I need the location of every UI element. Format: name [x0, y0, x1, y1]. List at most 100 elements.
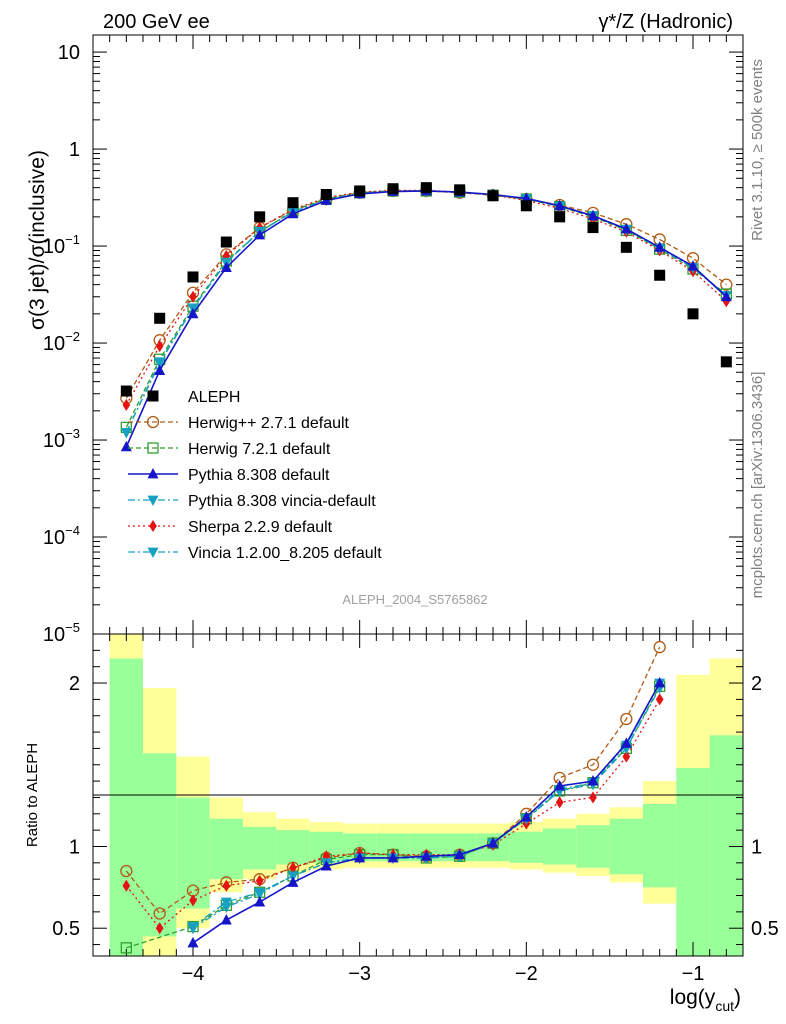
- ratio-point-pythia: [320, 860, 332, 871]
- main-point-pythia: [587, 209, 599, 221]
- uncertainty-band-inner: [643, 803, 677, 888]
- legend-label-data: ALEPH: [188, 389, 240, 406]
- main-point-sherpa: [122, 398, 131, 411]
- main-point-pythia: [554, 199, 566, 211]
- legend-item-data: ALEPH: [147, 389, 240, 406]
- main-y-tick-label: 10−4: [43, 523, 80, 549]
- uncertainty-band-inner: [243, 826, 277, 870]
- ratio-point-vincia: [254, 887, 266, 899]
- main-y-tick-label: 10−5: [43, 620, 80, 646]
- ratio-point-pythia: [420, 850, 432, 861]
- ratio-point-sherpa: [255, 874, 264, 887]
- main-point-pythia: [220, 261, 232, 272]
- legend-item-herwigpp: Herwig++ 2.7.1 default: [128, 415, 350, 432]
- ratio-x-tick-label: −1: [682, 963, 705, 985]
- ratio-point-pythia: [187, 936, 199, 948]
- legend: ALEPH Herwig++ 2.7.1 default Herwig 7.2.1 …: [128, 389, 382, 562]
- main-point-pythia: [254, 228, 266, 240]
- mcplots-source-label: mcplots.cern.ch [arXiv:1306.3436]: [749, 372, 766, 599]
- ratio-point-pythia: [287, 876, 299, 887]
- ratio-point-pythia: [620, 737, 632, 748]
- x-axis-label-close: ): [734, 986, 741, 1009]
- legend-item-pythia: Pythia 8.308 default: [128, 467, 330, 484]
- main-y-tick-label: 10: [58, 42, 80, 64]
- main-point-pythia: [720, 290, 732, 302]
- legend-label-sherpa: Sherpa 2.2.9 default: [188, 519, 333, 536]
- ratio-x-tick-label: −4: [182, 963, 205, 985]
- ratio-point-pythia: [254, 896, 266, 907]
- x-axis-label-main: log(y: [670, 986, 716, 1009]
- ratio-point-sherpa: [655, 693, 664, 706]
- uncertainty-band-inner: [509, 831, 543, 863]
- ratio-point-herwig7: [120, 942, 132, 954]
- ratio-point-sherpa: [289, 861, 297, 874]
- main-point-data: [320, 189, 332, 201]
- uncertainty-band-inner: [609, 818, 643, 875]
- legend-marker-data: [147, 390, 159, 402]
- main-axis-ticks: 10−5 10−4 10−3 10−2 10−1 1 10: [43, 35, 744, 646]
- x-axis-label-subscript: cut: [715, 998, 734, 1014]
- legend-marker-pythia_vincia: [147, 495, 159, 507]
- main-point-data: [720, 356, 732, 368]
- main-point-sherpa: [155, 340, 164, 353]
- legend-item-herwig7: Herwig 7.2.1 default: [128, 441, 331, 458]
- legend-marker-vincia: [147, 547, 159, 559]
- process-label: γ*/Z (Hadronic): [599, 11, 733, 33]
- main-point-pythia: [654, 241, 666, 252]
- main-point-data: [654, 269, 666, 281]
- ratio-y-tick-label-right: 0.5: [751, 918, 779, 940]
- main-line-pythia: [125, 190, 727, 448]
- ratio-point-sherpa: [122, 879, 131, 892]
- main-point-data: [520, 200, 532, 212]
- ratio-y-tick-label: 2: [69, 673, 80, 695]
- main-line-sherpa: [125, 189, 727, 406]
- ratio-point-sherpa: [155, 922, 164, 935]
- legend-marker-sherpa: [149, 519, 157, 533]
- legend-marker-herwig7: [147, 442, 159, 454]
- ratio-point-sherpa: [622, 750, 631, 763]
- ratio-point-vincia: [187, 922, 199, 933]
- main-y-tick-label: 10−1: [43, 232, 80, 258]
- main-point-data: [554, 211, 566, 223]
- main-point-data: [187, 271, 199, 283]
- uncertainty-band-inner: [209, 818, 243, 880]
- ratio-point-herwigpp: [653, 640, 666, 654]
- uncertainty-band-inner: [276, 830, 310, 865]
- ratio-point-sherpa: [222, 879, 231, 892]
- uncertainty-band-inner: [709, 735, 743, 956]
- main-point-data: [454, 184, 466, 196]
- main-y-axis-label: σ(3 jet)/σ(inclusive): [26, 150, 49, 330]
- legend-item-pythia_vincia: Pythia 8.308 vincia-default: [128, 493, 376, 510]
- ratio-point-pythia: [587, 775, 599, 786]
- uncertainty-band-inner: [176, 797, 210, 909]
- ratio-point-pythia: [354, 851, 366, 863]
- ratio-x-tick-label: −3: [348, 963, 371, 985]
- ratio-point-pythia: [387, 851, 399, 863]
- ratio-point-pythia: [454, 848, 466, 860]
- main-point-data: [587, 222, 599, 234]
- uncertainty-band-inner: [543, 828, 577, 865]
- main-point-pythia: [287, 207, 299, 219]
- analysis-tag: ALEPH_2004_S5765862: [342, 592, 487, 607]
- main-point-pythia: [154, 364, 166, 375]
- ratio-point-pythia: [654, 676, 666, 688]
- ratio-point-sherpa: [555, 796, 564, 809]
- energy-label: 200 GeV ee: [103, 11, 210, 33]
- rivet-version-label: Rivet 3.1.10, ≥ 500k events: [749, 59, 766, 241]
- ratio-point-herwigpp: [586, 758, 600, 771]
- legend-label-pythia: Pythia 8.308 default: [188, 467, 330, 484]
- uncertainty-band-inner: [576, 825, 610, 868]
- main-point-herwigpp: [720, 278, 733, 291]
- uncertainty-band-inner: [143, 753, 177, 937]
- main-series: [120, 182, 733, 452]
- ratio-y-tick-label: 0.5: [52, 918, 80, 940]
- legend-label-herwigpp: Herwig++ 2.7.1 default: [188, 415, 350, 432]
- ratio-axis-ticks: −4 −3 −2 −1 0.5 0.5 1 1 2 2: [52, 633, 779, 985]
- main-point-data: [120, 385, 132, 397]
- ratio-point-herwigpp: [620, 712, 633, 726]
- main-point-pythia: [187, 307, 199, 319]
- main-y-tick-label: 10−3: [43, 426, 80, 452]
- ratio-point-vincia: [220, 897, 232, 909]
- main-point-pythia: [620, 222, 632, 234]
